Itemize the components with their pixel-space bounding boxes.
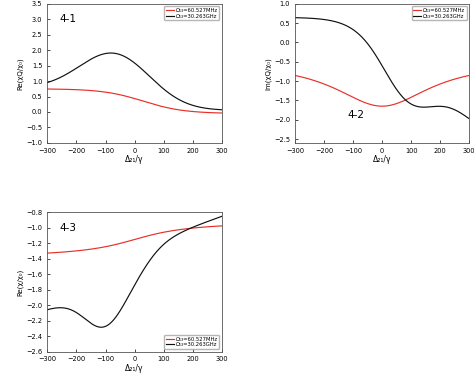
Y-axis label: Re(χ/χ₀): Re(χ/χ₀) (17, 268, 24, 296)
Legend: Ω₁₃=60.527MHz, Ω₁₃=30.263GHz: Ω₁₃=60.527MHz, Ω₁₃=30.263GHz (164, 335, 219, 349)
Ω₁₃=30.263GHz (129, 59, 135, 64)
Ω₁₃=30.263GHz (125, 56, 130, 60)
Line: Ω₁₃=30.263GHz: Ω₁₃=30.263GHz (47, 53, 222, 110)
Ω₁₃=30.263GHz (45, 307, 50, 312)
Ω₁₃=30.263GHz (45, 80, 50, 85)
Text: 4-2: 4-2 (347, 110, 364, 120)
X-axis label: Δ₂₁/γ: Δ₂₁/γ (125, 155, 144, 164)
Ω₁₃=30.263GHz (214, 216, 219, 220)
Ω₁₃=60.527MHz (219, 224, 225, 228)
Ω₁₃=60.527MHz (54, 250, 59, 255)
Ω₁₃=60.527MHz (182, 227, 188, 231)
Ω₁₃=60.527MHz (182, 108, 188, 113)
Y-axis label: Re(χQ/χ₀): Re(χQ/χ₀) (17, 57, 24, 90)
Ω₁₃=60.527MHz (292, 73, 298, 78)
Line: Ω₁₃=60.527MHz: Ω₁₃=60.527MHz (295, 76, 469, 106)
Ω₁₃=60.527MHz (372, 103, 378, 108)
Legend: Ω₁₃=60.527MHz, Ω₁₃=30.263GHz: Ω₁₃=60.527MHz, Ω₁₃=30.263GHz (412, 6, 466, 20)
Y-axis label: Im(χQ/χ₀): Im(χQ/χ₀) (264, 57, 271, 90)
Ω₁₃=60.527MHz (462, 74, 467, 79)
Ω₁₃=30.263GHz (214, 107, 219, 112)
Line: Ω₁₃=30.263GHz: Ω₁₃=30.263GHz (295, 18, 469, 119)
Ω₁₃=60.527MHz (379, 104, 385, 108)
Ω₁₃=60.527MHz (54, 87, 59, 91)
Text: 4-3: 4-3 (60, 223, 77, 232)
Ω₁₃=30.263GHz (54, 77, 59, 82)
Line: Ω₁₃=60.527MHz: Ω₁₃=60.527MHz (47, 226, 222, 253)
Ω₁₃=30.263GHz (301, 15, 307, 20)
Ω₁₃=30.263GHz (108, 51, 114, 55)
Ω₁₃=60.527MHz (129, 238, 135, 242)
Ω₁₃=60.527MHz (219, 111, 225, 115)
Ω₁₃=60.527MHz (125, 239, 130, 244)
Ω₁₃=30.263GHz (377, 59, 383, 64)
Ω₁₃=60.527MHz (45, 251, 50, 256)
Ω₁₃=30.263GHz (129, 287, 135, 291)
Ω₁₃=60.527MHz (429, 85, 435, 90)
Ω₁₃=60.527MHz (214, 111, 219, 115)
Ω₁₃=30.263GHz (125, 296, 130, 300)
Ω₁₃=60.527MHz (125, 94, 130, 99)
X-axis label: Δ₂₁/γ: Δ₂₁/γ (373, 155, 392, 164)
Line: Ω₁₃=60.527MHz: Ω₁₃=60.527MHz (47, 89, 222, 113)
Text: 4-1: 4-1 (60, 14, 77, 24)
Ω₁₃=30.263GHz (219, 107, 225, 112)
Ω₁₃=30.263GHz (54, 306, 59, 310)
Ω₁₃=30.263GHz (182, 100, 188, 105)
Ω₁₃=30.263GHz (372, 52, 378, 56)
Ω₁₃=30.263GHz (182, 229, 188, 233)
Ω₁₃=60.527MHz (461, 74, 467, 79)
Ω₁₃=30.263GHz (99, 325, 104, 330)
Ω₁₃=60.527MHz (377, 104, 383, 108)
Ω₁₃=60.527MHz (301, 75, 307, 80)
Ω₁₃=60.527MHz (466, 73, 472, 78)
Ω₁₃=30.263GHz (292, 15, 298, 20)
Ω₁₃=60.527MHz (45, 87, 50, 91)
Ω₁₃=30.263GHz (461, 113, 467, 118)
Ω₁₃=60.527MHz (129, 96, 135, 100)
Ω₁₃=60.527MHz (214, 224, 219, 228)
Ω₁₃=60.527MHz (214, 111, 219, 115)
Legend: Ω₁₃=60.527MHz, Ω₁₃=30.263GHz: Ω₁₃=60.527MHz, Ω₁₃=30.263GHz (164, 6, 219, 20)
X-axis label: Δ₂₁/γ: Δ₂₁/γ (125, 364, 144, 373)
Ω₁₃=30.263GHz (214, 107, 219, 112)
Ω₁₃=30.263GHz (429, 104, 435, 109)
Ω₁₃=30.263GHz (461, 113, 467, 118)
Line: Ω₁₃=30.263GHz: Ω₁₃=30.263GHz (47, 216, 222, 327)
Ω₁₃=60.527MHz (214, 224, 219, 228)
Ω₁₃=30.263GHz (466, 116, 472, 121)
Ω₁₃=30.263GHz (219, 214, 225, 218)
Ω₁₃=30.263GHz (214, 216, 219, 220)
